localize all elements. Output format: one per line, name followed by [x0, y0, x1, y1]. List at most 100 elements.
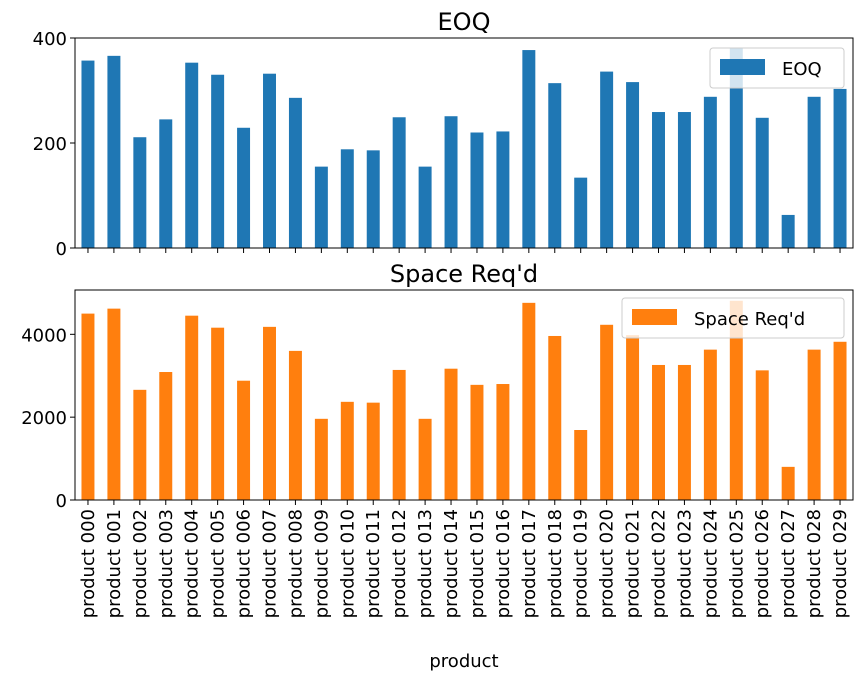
x-tick-label: product 022 [649, 509, 670, 618]
space-bar [677, 364, 691, 500]
x-tick-label: product 008 [285, 509, 306, 618]
space-bar [418, 418, 432, 500]
space-bar [107, 308, 121, 500]
space-bar [444, 368, 458, 500]
space-bar [781, 466, 795, 500]
eoq-bar [626, 82, 640, 248]
y-tick-label: 200 [33, 134, 67, 155]
eoq-bar [652, 112, 665, 248]
space-bar [263, 326, 276, 500]
x-tick-label: product 006 [234, 509, 255, 618]
eoq-bar [574, 177, 588, 248]
eoq-bar [237, 127, 251, 248]
space-bars [81, 300, 847, 500]
space-bar [288, 350, 302, 500]
eoq-bar [677, 112, 691, 248]
space-bar [366, 402, 380, 500]
eoq-legend: EOQ [709, 47, 845, 89]
x-tick-label: product 026 [752, 509, 773, 618]
x-tick-label: product 012 [389, 509, 410, 618]
eoq-bar [263, 73, 276, 248]
space-bar [833, 341, 847, 500]
eoq-y-axis-ticks: 0 200 400 [33, 29, 75, 260]
eoq-bar [81, 60, 95, 248]
y-tick-label: 2000 [21, 408, 67, 429]
space-bar [703, 349, 717, 500]
x-tick-label: product 004 [182, 509, 203, 618]
eoq-bar [392, 117, 406, 249]
space-x-axis-ticks [87, 500, 841, 505]
x-axis-label: product [429, 651, 498, 672]
eoq-bar [314, 166, 328, 249]
eoq-legend-label: EOQ [782, 59, 822, 80]
eoq-panel: EOQ 0 200 400 EOQ [33, 8, 854, 260]
eoq-bar [159, 119, 173, 249]
eoq-bar [133, 137, 147, 248]
eoq-bar [340, 149, 354, 248]
eoq-x-axis-ticks [87, 248, 841, 253]
y-tick-label: 400 [33, 29, 67, 50]
x-tick-label: product 027 [778, 509, 799, 618]
eoq-bar [755, 117, 769, 248]
space-legend-box [621, 297, 845, 339]
x-tick-label: product 019 [571, 509, 592, 618]
space-plot-frame [74, 289, 854, 501]
x-tick-label: product 010 [337, 509, 358, 618]
x-tick-label: product 001 [104, 509, 125, 618]
space-bar [600, 324, 614, 500]
eoq-bar [107, 55, 121, 248]
eoq-bars [81, 47, 847, 249]
eoq-bar [496, 131, 510, 248]
space-bar [496, 384, 510, 500]
space-bar [574, 430, 588, 500]
space-bar [470, 384, 484, 500]
x-tick-label: product 028 [804, 509, 825, 618]
eoq-bar [366, 150, 380, 248]
eoq-bar [185, 62, 199, 249]
x-tick-label: product 005 [208, 509, 229, 618]
space-y-axis-ticks: 0 2000 4000 [21, 325, 75, 512]
x-tick-label: product 011 [363, 509, 384, 618]
space-legend-swatch [632, 309, 677, 325]
eoq-legend-box [709, 47, 845, 89]
space-bar [81, 313, 95, 500]
eoq-bar [211, 74, 225, 248]
y-tick-label: 4000 [21, 325, 67, 346]
y-tick-label: 0 [56, 491, 67, 512]
x-tick-label: product 013 [415, 509, 436, 618]
eoq-bar [522, 50, 536, 248]
space-bar [314, 418, 328, 500]
x-tick-label: product 014 [441, 509, 462, 618]
x-tick-label: product 007 [260, 509, 281, 618]
space-legend-label: Space Req'd [694, 309, 805, 330]
x-tick-label: product 002 [130, 509, 151, 618]
space-bar [729, 300, 743, 500]
eoq-legend-swatch [720, 59, 765, 75]
space-bar [211, 327, 225, 500]
space-bar [392, 369, 406, 500]
eoq-bar [781, 214, 795, 248]
space-legend: Space Req'd [621, 297, 845, 339]
space-bar [755, 370, 769, 500]
y-tick-label: 0 [56, 239, 67, 260]
x-tick-label: product 025 [726, 509, 747, 618]
eoq-plot-frame [74, 37, 854, 249]
x-tick-label: product 017 [519, 509, 540, 618]
x-tick-label: product 024 [700, 509, 721, 618]
space-bar [185, 315, 199, 500]
x-tick-label: product 029 [830, 509, 851, 618]
eoq-bar [418, 166, 432, 249]
x-tick-label: product 023 [674, 509, 695, 618]
eoq-bar [444, 116, 458, 248]
x-tick-label: product 009 [311, 509, 332, 618]
eoq-bar [703, 96, 717, 248]
x-tick-label: product 021 [623, 509, 644, 618]
space-bar [548, 335, 562, 500]
space-bar [133, 389, 147, 500]
space-bar [626, 335, 640, 500]
eoq-bar [600, 71, 614, 248]
eoq-chart-title: EOQ [438, 8, 491, 36]
